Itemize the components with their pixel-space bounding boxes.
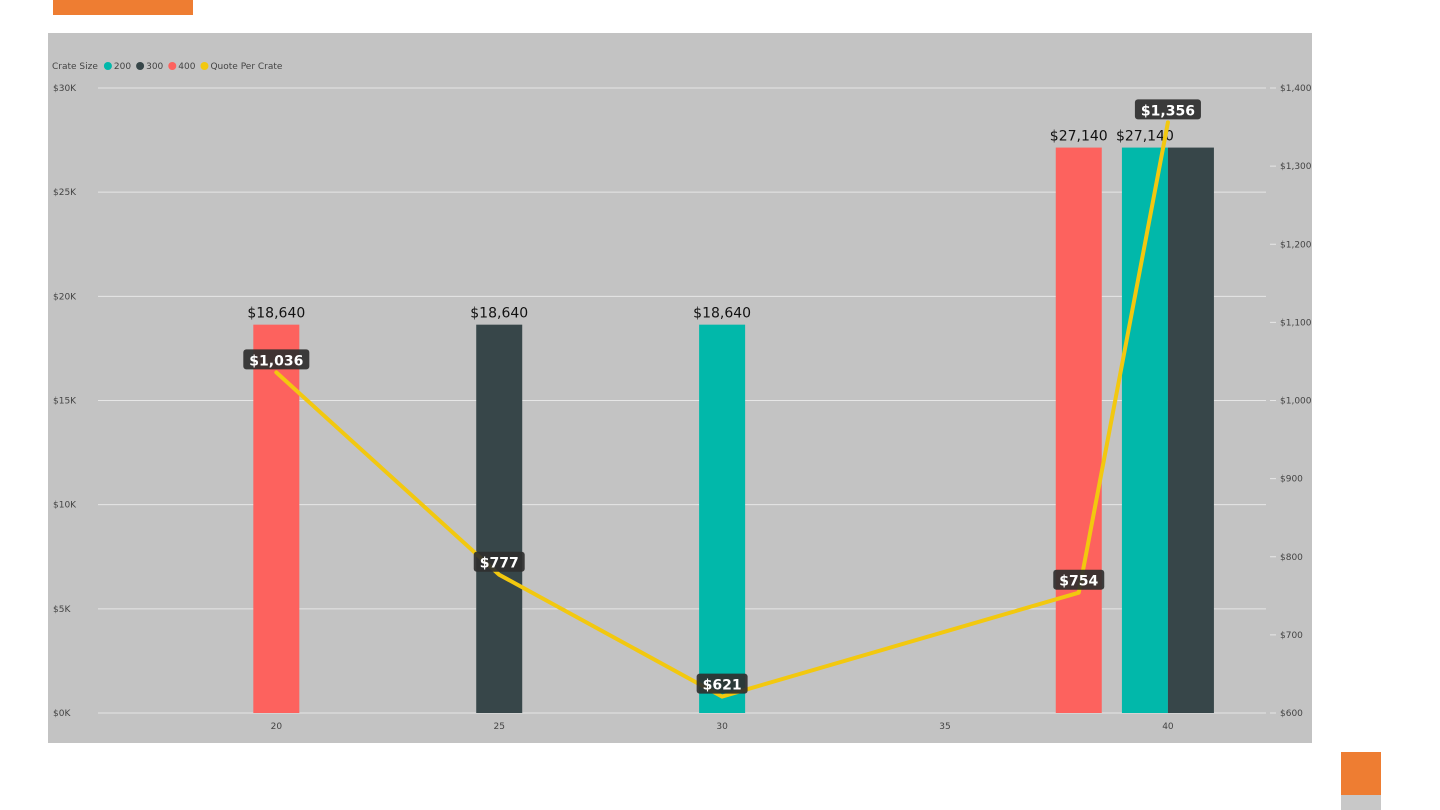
quote-data-label-box [1134,99,1201,120]
y-left-tick-label: $0K [53,709,71,719]
quote-data-label: $777 [473,551,525,572]
legend-item-label: Quote Per Crate [210,62,282,72]
legend-title: Crate Size [52,62,98,72]
y-right-tick-label: $1,100 [1280,318,1312,328]
legend-marker [168,62,177,70]
y-left-tick-label: $15K [53,397,77,407]
quote-data-label: $754 [1053,569,1105,590]
quote-data-label-text: $621 [703,678,742,694]
quote-data-label-box [243,349,310,370]
y-left-tick-label: $20K [53,292,77,302]
chart-panel: Crate Size 200 300 400 Quote Per Crate $0K $5… [48,33,1312,743]
bar [1167,147,1214,713]
legend-item-label: 400 [178,62,195,72]
bar-series [253,147,1214,713]
bar [253,324,300,713]
combo-chart: Crate Size 200 300 400 Quote Per Crate $0K $5… [52,62,1312,732]
x-tick-label: 35 [939,722,950,732]
bar-data-label: $18,640 [247,306,305,322]
quote-data-label: $621 [696,673,748,694]
y-right-tick-label: $1,200 [1280,240,1312,250]
bar-data-label: $18,640 [470,306,528,322]
y-axis-right: $600 $700 $800 $900 $1,000 $1,100 $1,200 $1,300… [1270,84,1312,719]
chart-legend: Crate Size 200 300 400 Quote Per Crate [52,62,283,72]
quote-data-label-box [473,551,525,572]
bar [476,324,523,713]
y-left-tick-label: $30K [53,84,77,94]
legend-item-label: 300 [146,62,163,72]
quote-data-label: $1,036 [243,349,310,370]
legend-item-label: 200 [114,62,131,72]
quote-data-label-text: $754 [1059,574,1098,590]
bar [1055,147,1102,713]
y-right-tick-label: $900 [1280,475,1303,485]
bar-data-label: $27,140 [1116,129,1174,145]
legend-marker [136,62,145,70]
legend-marker [103,62,112,70]
y-left-tick-label: $10K [53,501,77,511]
quote-data-label-text: $1,356 [1141,103,1195,119]
quote-data-label-text: $777 [480,556,519,572]
x-tick-label: 30 [716,722,728,732]
y-right-tick-label: $700 [1280,631,1303,641]
quote-data-label-box [696,673,748,694]
quote-data-label: $1,356 [1134,99,1201,120]
y-left-tick-label: $5K [53,605,71,615]
y-right-tick-label: $1,300 [1280,162,1312,172]
x-axis: 20 25 30 35 40 [271,722,1174,732]
bar-data-labels: $18,640 $18,640 $18,640 $27,140 $27,140 [247,129,1174,322]
bar [699,324,746,713]
quote-per-crate-line [274,120,1170,699]
x-tick-label: 20 [271,722,283,732]
y-right-tick-label: $1,400 [1280,84,1312,94]
quote-line-series [274,120,1170,699]
quote-data-label-box [1053,569,1105,590]
orange-accent-bar-top [53,0,193,15]
x-tick-label: 40 [1162,722,1174,732]
y-left-tick-label: $25K [53,188,77,198]
quote-data-label-text: $1,036 [249,353,303,369]
bar-data-label: $18,640 [693,306,751,322]
quote-data-labels: $1,036 $777 $621 $754 $1,356 [243,99,1201,694]
orange-accent-block [1341,752,1381,795]
y-right-tick-label: $1,000 [1280,397,1312,407]
x-tick-label: 25 [493,722,504,732]
legend-marker [200,62,209,70]
gray-accent-block [1341,795,1381,810]
bar [1121,147,1168,713]
bar-data-label: $27,140 [1050,129,1108,145]
y-right-tick-label: $600 [1280,709,1303,719]
y-right-tick-label: $800 [1280,553,1303,563]
y-axis-left: $0K $5K $10K $15K $20K $25K $30K [53,84,77,719]
